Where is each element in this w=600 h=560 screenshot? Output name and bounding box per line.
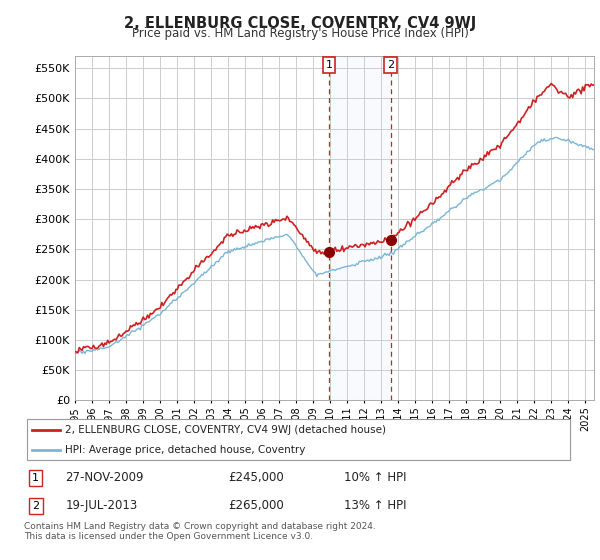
Bar bbox=[329, 56, 391, 400]
Text: 2: 2 bbox=[32, 501, 40, 511]
Text: Price paid vs. HM Land Registry's House Price Index (HPI): Price paid vs. HM Land Registry's House … bbox=[131, 27, 469, 40]
Text: 2: 2 bbox=[387, 60, 394, 70]
Text: £245,000: £245,000 bbox=[228, 471, 284, 484]
Text: 27-NOV-2009: 27-NOV-2009 bbox=[65, 471, 144, 484]
Text: 13% ↑ HPI: 13% ↑ HPI bbox=[344, 499, 407, 512]
Text: 1: 1 bbox=[32, 473, 39, 483]
Text: HPI: Average price, detached house, Coventry: HPI: Average price, detached house, Cove… bbox=[65, 445, 306, 455]
Text: Contains HM Land Registry data © Crown copyright and database right 2024.
This d: Contains HM Land Registry data © Crown c… bbox=[24, 522, 376, 542]
Text: 2, ELLENBURG CLOSE, COVENTRY, CV4 9WJ: 2, ELLENBURG CLOSE, COVENTRY, CV4 9WJ bbox=[124, 16, 476, 31]
Text: 2, ELLENBURG CLOSE, COVENTRY, CV4 9WJ (detached house): 2, ELLENBURG CLOSE, COVENTRY, CV4 9WJ (d… bbox=[65, 424, 386, 435]
FancyBboxPatch shape bbox=[27, 419, 571, 460]
Text: 1: 1 bbox=[325, 60, 332, 70]
Text: 10% ↑ HPI: 10% ↑ HPI bbox=[344, 471, 407, 484]
Text: £265,000: £265,000 bbox=[228, 499, 284, 512]
Text: 19-JUL-2013: 19-JUL-2013 bbox=[65, 499, 137, 512]
